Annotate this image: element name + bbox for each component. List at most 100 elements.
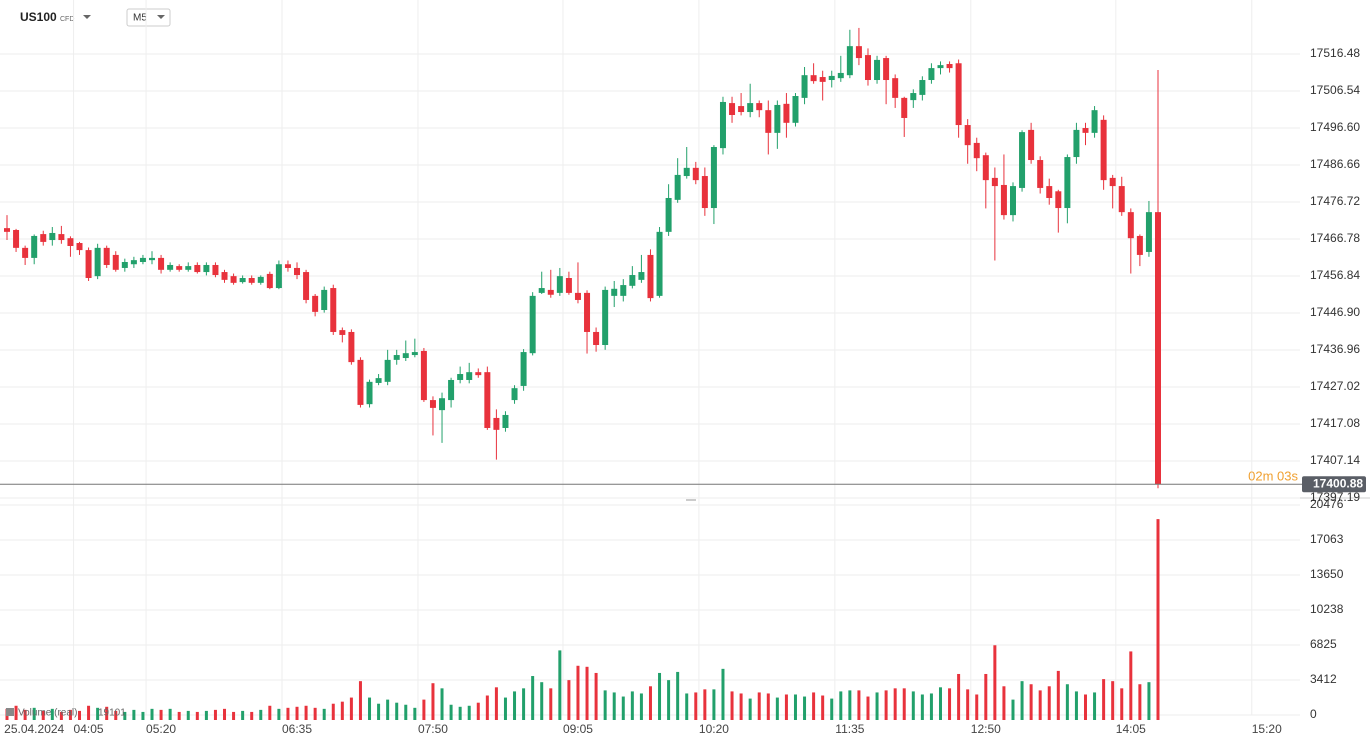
volume-bar <box>431 683 435 720</box>
candle-body <box>257 276 264 283</box>
volume-legend-value: 19101 <box>98 708 126 719</box>
candle-body <box>556 276 563 293</box>
volume-bar <box>105 706 109 720</box>
volume-bar <box>96 707 100 720</box>
candle-body <box>1055 191 1062 209</box>
candle-body <box>375 378 382 383</box>
candle-body <box>982 155 989 181</box>
candle-body <box>439 398 446 411</box>
volume-bar <box>513 691 517 720</box>
candle-body <box>683 167 690 177</box>
candle-countdown: 02m 03s <box>1248 469 1298 484</box>
y-tick-label: 17436.96 <box>1310 342 1360 356</box>
candle-body <box>647 254 654 299</box>
symbol-dropdown-caret[interactable] <box>83 15 91 19</box>
volume-bar <box>50 708 54 720</box>
candle-body <box>620 285 627 296</box>
volume-bar <box>911 691 915 720</box>
candle-body <box>520 352 527 386</box>
header: US100 CFD M5 <box>20 8 171 27</box>
y-tick-label: 17466.78 <box>1310 231 1360 245</box>
candle-body <box>892 78 899 98</box>
volume-bar <box>857 690 861 720</box>
volume-bar <box>177 711 181 720</box>
volume-bar <box>648 686 652 720</box>
volume-bar <box>957 673 961 720</box>
volume-bar <box>893 688 897 720</box>
volume-bar <box>975 694 979 720</box>
candle-body <box>112 254 119 270</box>
volume-bar <box>603 690 607 720</box>
volume-bar <box>114 710 118 720</box>
volume-bar <box>721 668 725 720</box>
candle-body <box>239 278 246 283</box>
y-tick-label: 17496.60 <box>1310 120 1360 134</box>
volume-bar <box>531 676 535 720</box>
volume-bar <box>150 708 154 720</box>
candle-body <box>692 167 699 181</box>
candle-body <box>1136 235 1143 255</box>
volume-bar <box>68 709 72 720</box>
symbol[interactable]: US100 <box>20 10 57 24</box>
volume-bar <box>1156 519 1160 720</box>
y-tick-label: 17476.72 <box>1310 194 1360 208</box>
volume-bar <box>766 693 770 720</box>
candle-body <box>538 288 545 293</box>
volume-bar <box>440 688 444 720</box>
timeframe[interactable]: M5 <box>133 13 147 24</box>
candle-body <box>203 264 210 273</box>
volume-bar <box>1074 691 1078 720</box>
timeframe-select[interactable] <box>126 8 171 27</box>
candle-body <box>85 250 92 279</box>
volume-bar <box>567 680 571 720</box>
volume-bar <box>331 703 335 720</box>
last-price-box <box>1302 476 1366 493</box>
volume-bar <box>793 694 797 720</box>
candle-body <box>303 272 310 300</box>
volume-bar <box>667 680 671 720</box>
candle-body <box>747 103 754 113</box>
volume-tick-label: 3412 <box>1310 672 1337 686</box>
candle-body <box>973 142 980 159</box>
x-tick-label: 25.04.2024 <box>4 722 64 736</box>
volume-bar <box>223 708 227 720</box>
x-tick-label: 15:20 <box>1252 722 1282 736</box>
volume-bar <box>41 710 45 720</box>
volume-tick-label: 17063 <box>1310 532 1344 546</box>
timeframe-caret[interactable] <box>157 15 165 19</box>
candle-body <box>194 264 201 273</box>
volume-bar <box>694 692 698 720</box>
candle-body <box>964 125 971 146</box>
volume-bar <box>204 710 208 720</box>
x-tick-label: 11:35 <box>835 722 864 736</box>
volume-bar <box>1011 699 1015 720</box>
candle-body <box>312 295 319 312</box>
volume-bar <box>195 711 199 720</box>
candle-body <box>139 257 146 263</box>
volume-bar <box>929 693 933 720</box>
volume-bars <box>5 519 1160 720</box>
last-price-label: 17400.88 <box>1313 476 1363 490</box>
volume-bar <box>658 672 662 720</box>
candle-body <box>466 372 473 380</box>
y-tick-label: 17456.84 <box>1310 268 1360 282</box>
candle-body <box>819 77 826 82</box>
volume-bar <box>712 689 716 720</box>
volume-bar <box>32 707 36 720</box>
volume-bar <box>612 692 616 720</box>
volume-bar <box>703 689 707 720</box>
candle-body <box>765 110 772 133</box>
candle-body <box>1155 212 1161 485</box>
candle-body <box>321 289 328 311</box>
volume-bar <box>268 705 272 720</box>
candle-body <box>13 229 20 248</box>
volume-bar <box>748 698 752 720</box>
volume-tick-label: 0 <box>1310 707 1317 721</box>
volume-bar <box>830 698 834 720</box>
volume-bar <box>1129 651 1133 720</box>
candle-body <box>40 234 47 242</box>
candle-body <box>248 278 255 283</box>
